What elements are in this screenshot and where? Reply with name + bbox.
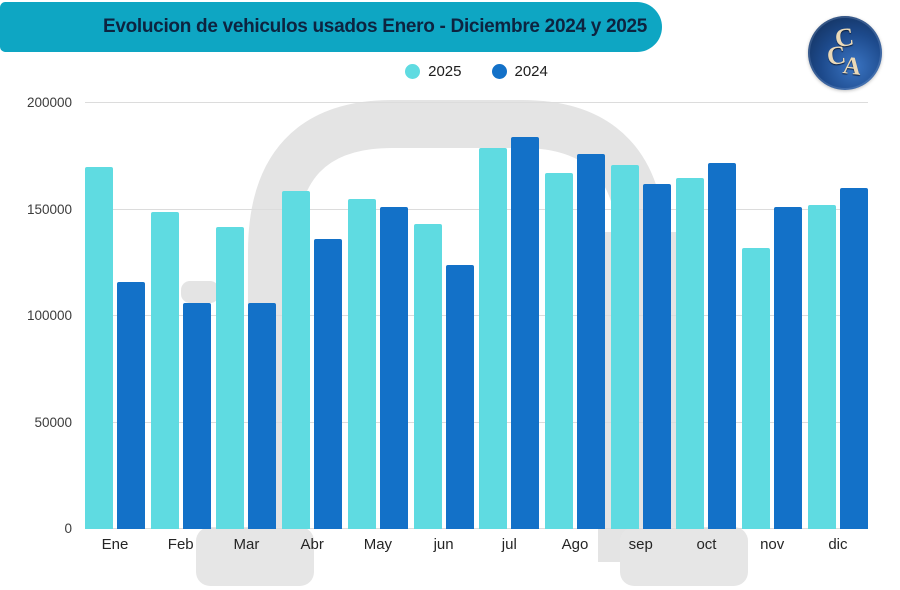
legend: 2025 2024 <box>85 63 868 80</box>
y-tick-label-100000: 100000 <box>26 308 72 323</box>
x-label-sep: sep <box>628 536 653 553</box>
bar-2025-Abr <box>282 191 311 529</box>
bar-group-nov: nov <box>742 103 803 553</box>
x-label-oct: oct <box>696 536 717 553</box>
bar-group-jul: jul <box>479 103 540 553</box>
bar-2024-May <box>379 207 408 529</box>
bar-2024-nov <box>774 207 803 529</box>
bar-2024-Abr <box>314 239 343 529</box>
y-tick-label-200000: 200000 <box>26 95 72 110</box>
bar-2025-Ene <box>85 166 113 529</box>
bar-2025-Feb <box>150 211 179 529</box>
x-label-Ago: Ago <box>561 536 589 553</box>
legend-item-2025: 2025 <box>405 63 462 80</box>
x-label-Mar: Mar <box>233 536 260 553</box>
bar-2025-oct <box>676 177 705 529</box>
x-label-Feb: Feb <box>167 536 194 553</box>
bar-2024-Mar <box>248 303 277 529</box>
bar-group-dic: dic <box>807 103 868 553</box>
legend-swatch-2025 <box>405 64 421 79</box>
bar-2025-sep <box>610 164 639 529</box>
gridlines-layer <box>85 102 868 529</box>
car-wheel-right <box>620 527 748 586</box>
bar-2024-dic <box>839 188 868 529</box>
car-mirror-left <box>181 281 219 303</box>
car-wheel-left <box>196 527 314 586</box>
gridline-50000 <box>85 421 868 423</box>
legend-label-2025: 2025 <box>428 63 462 80</box>
bar-group-jun: jun <box>413 103 474 553</box>
cca-logo: C C A <box>808 16 882 90</box>
bar-group-May: May <box>347 103 408 553</box>
gridline-200000 <box>85 102 868 103</box>
bar-2025-jul <box>479 147 508 529</box>
bar-2024-sep <box>642 183 671 529</box>
x-label-nov: nov <box>760 536 785 553</box>
bars-layer: Ene Feb Mar Abr May jun jul Ago sep oct nov dic <box>85 103 868 553</box>
bar-group-Ago: Ago <box>545 103 606 553</box>
y-tick-label-150000: 150000 <box>26 201 72 217</box>
bar-group-Mar: Mar <box>216 103 277 553</box>
bar-2025-nov <box>742 247 771 529</box>
bar-group-Abr: Abr <box>282 103 343 553</box>
bar-group-sep: sep <box>610 103 671 553</box>
x-label-dic: dic <box>828 536 848 553</box>
bar-2025-May <box>347 198 376 529</box>
bar-2025-jun <box>413 224 442 529</box>
page-title: Evolucion de vehiculos usados Enero - Di… <box>102 16 648 37</box>
title-banner: Evolucion de vehiculos usados Enero - Di… <box>0 2 662 52</box>
x-label-jun: jun <box>433 536 454 553</box>
legend-swatch-2024 <box>491 64 507 79</box>
bar-group-Feb: Feb <box>150 103 211 553</box>
bar-2025-Mar <box>216 226 245 529</box>
bar-2025-dic <box>807 205 836 529</box>
gridline-150000 <box>85 208 868 210</box>
bar-group-Ene: Ene <box>85 103 145 553</box>
gridline-0 <box>85 528 868 529</box>
bar-2024-jul <box>511 137 540 529</box>
bar-2024-Ago <box>577 154 606 529</box>
bar-2024-Ene <box>117 281 145 529</box>
bar-2025-Ago <box>545 173 574 529</box>
y-axis: 0 50000 100000 150000 200000 <box>0 95 76 536</box>
x-label-jul: jul <box>501 536 517 553</box>
gridline-100000 <box>85 315 868 316</box>
y-tick-label-0: 0 <box>64 521 72 536</box>
bar-group-oct: oct <box>676 103 737 553</box>
legend-label-2024: 2024 <box>514 63 548 80</box>
bar-2024-oct <box>708 162 737 529</box>
bar-2024-Feb <box>182 303 211 529</box>
x-label-Ene: Ene <box>101 536 129 553</box>
y-tick-label-50000: 50000 <box>34 414 72 430</box>
bar-2024-jun <box>445 264 474 529</box>
x-label-May: May <box>363 536 393 553</box>
x-label-Abr: Abr <box>300 536 324 553</box>
legend-item-2024: 2024 <box>491 63 548 80</box>
